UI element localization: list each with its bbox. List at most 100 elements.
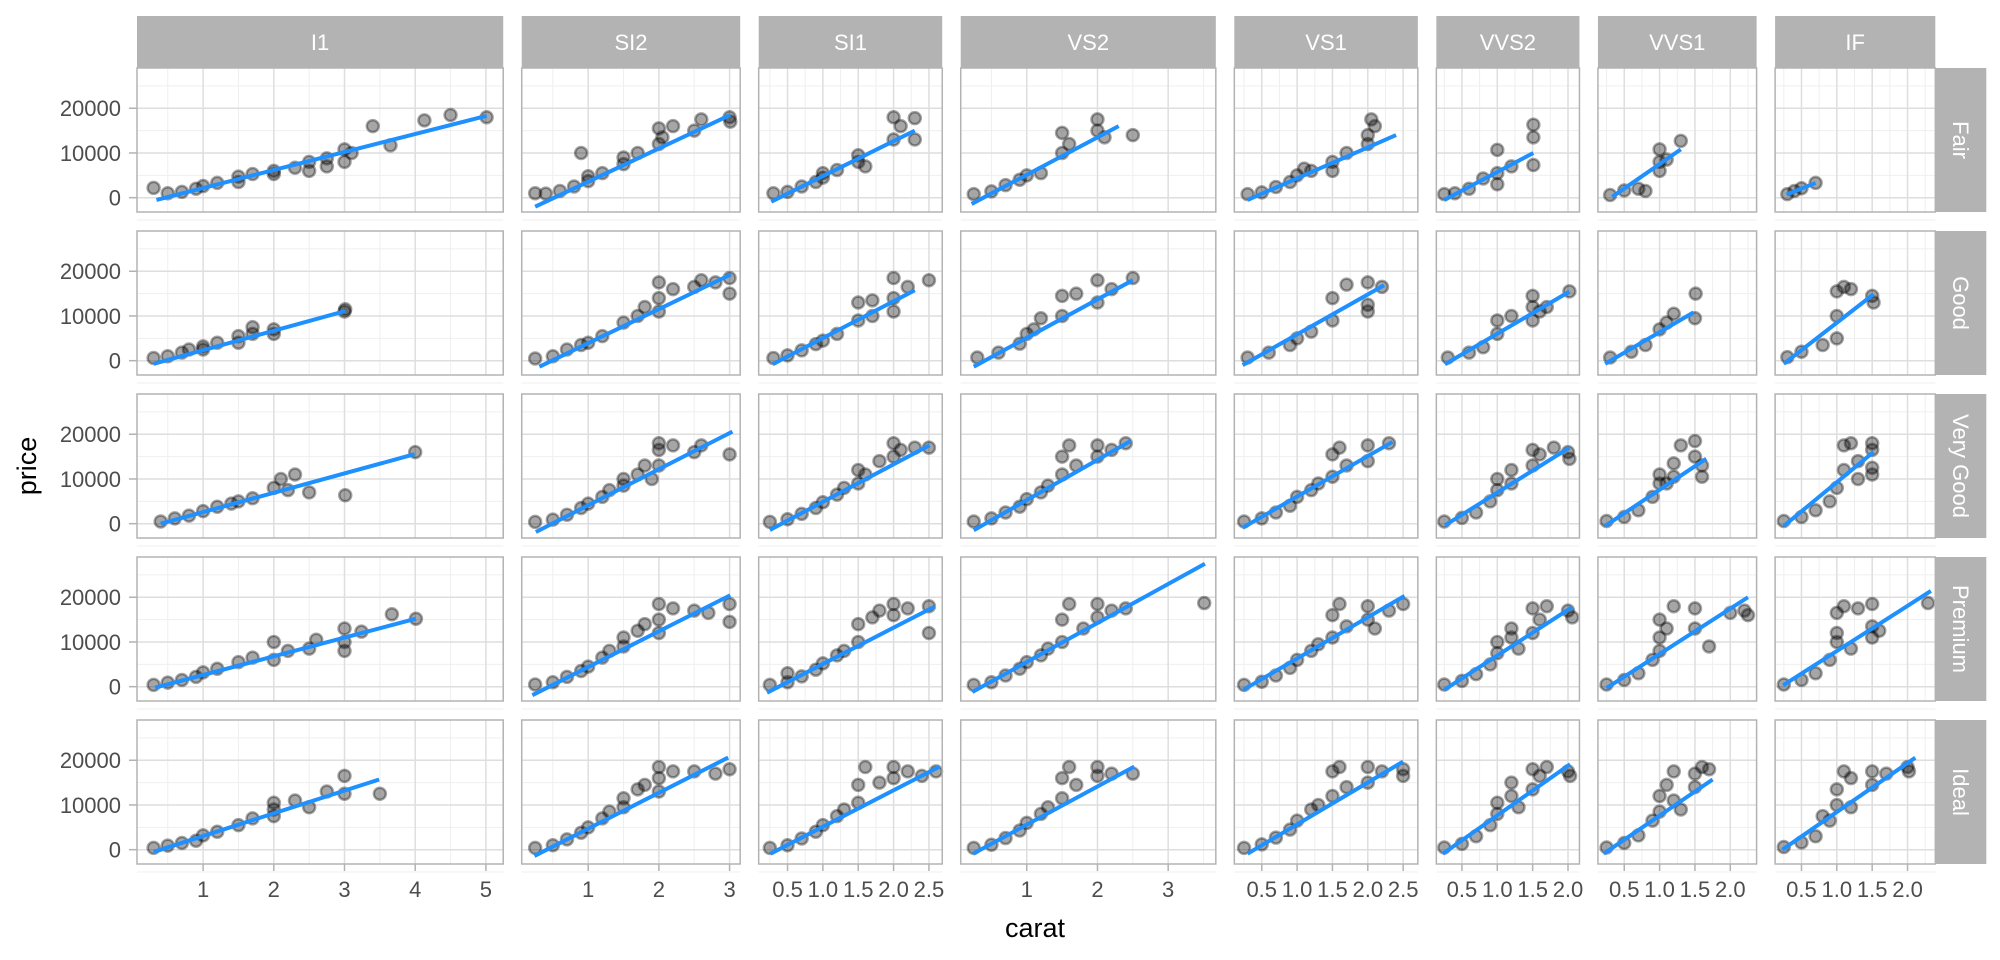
panel-background [521, 720, 741, 864]
data-point [1504, 308, 1519, 324]
data-point [1525, 761, 1540, 777]
x-tick-label: 1.0 [1282, 877, 1313, 902]
y-tick-label: 20000 [60, 748, 121, 773]
data-point [1687, 766, 1703, 781]
data-point [1367, 621, 1383, 636]
data-point [146, 180, 161, 196]
data-point [1532, 612, 1547, 627]
data-point [722, 447, 737, 462]
data-point [722, 761, 737, 777]
x-tick-label: 0.5 [1447, 877, 1478, 902]
data-point [1532, 768, 1547, 784]
x-tick-label: 0.5 [1246, 877, 1277, 902]
x-tick-label: 2 [653, 877, 665, 902]
data-point [273, 471, 289, 487]
x-tick-label: 4 [409, 877, 421, 902]
data-point [708, 766, 723, 781]
data-point [1236, 840, 1252, 856]
data-point [1490, 795, 1505, 810]
panel-premium-vvs2 [1435, 556, 1581, 710]
data-point [886, 607, 901, 623]
data-point [872, 775, 887, 790]
x-tick-label: 0.5 [772, 877, 803, 902]
column-strip-background [758, 16, 943, 68]
panel-border [1233, 556, 1419, 702]
row-strip-background [1935, 68, 1987, 212]
panel-border [1597, 230, 1758, 376]
column-strip-label: VVS2 [1480, 30, 1536, 55]
data-point [1687, 601, 1703, 616]
y-tick-label: 0 [109, 675, 121, 700]
regression-line [1782, 589, 1932, 688]
data-point [1360, 275, 1376, 290]
data-point [372, 786, 388, 802]
data-point [1829, 634, 1845, 650]
y-tick-label: 10000 [60, 467, 121, 492]
regression-line [1605, 595, 1750, 690]
data-point [907, 132, 923, 147]
data-point [1829, 782, 1845, 797]
regression-line [1443, 151, 1535, 202]
data-point [337, 154, 352, 170]
y-tick-label: 10000 [60, 793, 121, 818]
regression-line [1443, 445, 1571, 527]
panel-background [1436, 557, 1580, 701]
panel-premium-si2 [520, 556, 741, 710]
row-strips: Fair Good Very Good Premium Ideal [1935, 68, 1987, 864]
panel-background [521, 557, 741, 701]
data-point [722, 596, 737, 612]
data-point [1526, 117, 1541, 133]
column-strip-label: VS2 [1067, 30, 1109, 55]
regression-line [1782, 292, 1875, 366]
regression-line [1443, 605, 1574, 692]
panel-border [1774, 393, 1937, 539]
regression-line [1602, 777, 1714, 856]
regression-line [154, 616, 417, 690]
data-point [1090, 272, 1105, 288]
panel-border [959, 230, 1217, 376]
regression-line [1441, 762, 1572, 856]
data-point [1701, 761, 1717, 777]
panel-good-vs2 [959, 230, 1217, 384]
data-point [1525, 442, 1540, 458]
data-point [1836, 598, 1852, 614]
data-point [1490, 142, 1505, 158]
data-point [1332, 759, 1347, 775]
regression-line [972, 278, 1134, 369]
data-point [1061, 759, 1077, 775]
y-tick-label: 10000 [60, 141, 121, 166]
x-tick-label: 1 [197, 877, 209, 902]
data-point [865, 293, 880, 308]
data-point [1843, 435, 1859, 451]
panel-background [1436, 68, 1580, 212]
x-tick-label: 2 [268, 877, 280, 902]
panel-good-if [1774, 230, 1937, 384]
row-strip-label: Ideal [1948, 768, 1973, 816]
data-point [651, 759, 667, 775]
data-point [886, 759, 901, 775]
data-point [1367, 118, 1383, 134]
data-point [651, 121, 667, 136]
x-tick-label: 2.5 [1388, 877, 1419, 902]
column-strip-background [521, 16, 741, 68]
column-strip-background [1775, 16, 1936, 68]
panel-background [1234, 720, 1418, 864]
data-point [1546, 440, 1562, 455]
regression-line [155, 113, 488, 202]
data-point [637, 616, 652, 632]
y-tick-label: 0 [109, 838, 121, 863]
data-point [1332, 596, 1347, 612]
panel-fair-si1 [757, 67, 943, 221]
data-point [900, 764, 915, 779]
x-tick-label: 2.5 [914, 877, 945, 902]
column-strip-background [137, 16, 504, 68]
data-point [1360, 297, 1376, 313]
data-point [893, 442, 908, 458]
column-strip-label: SI2 [614, 30, 647, 55]
x-tick-label: 1.0 [1482, 877, 1513, 902]
data-point [630, 782, 645, 797]
data-point [907, 110, 923, 126]
x-tick-label: 1.0 [808, 877, 839, 902]
data-point [1090, 112, 1105, 127]
x-tick-label: 1 [1021, 877, 1033, 902]
